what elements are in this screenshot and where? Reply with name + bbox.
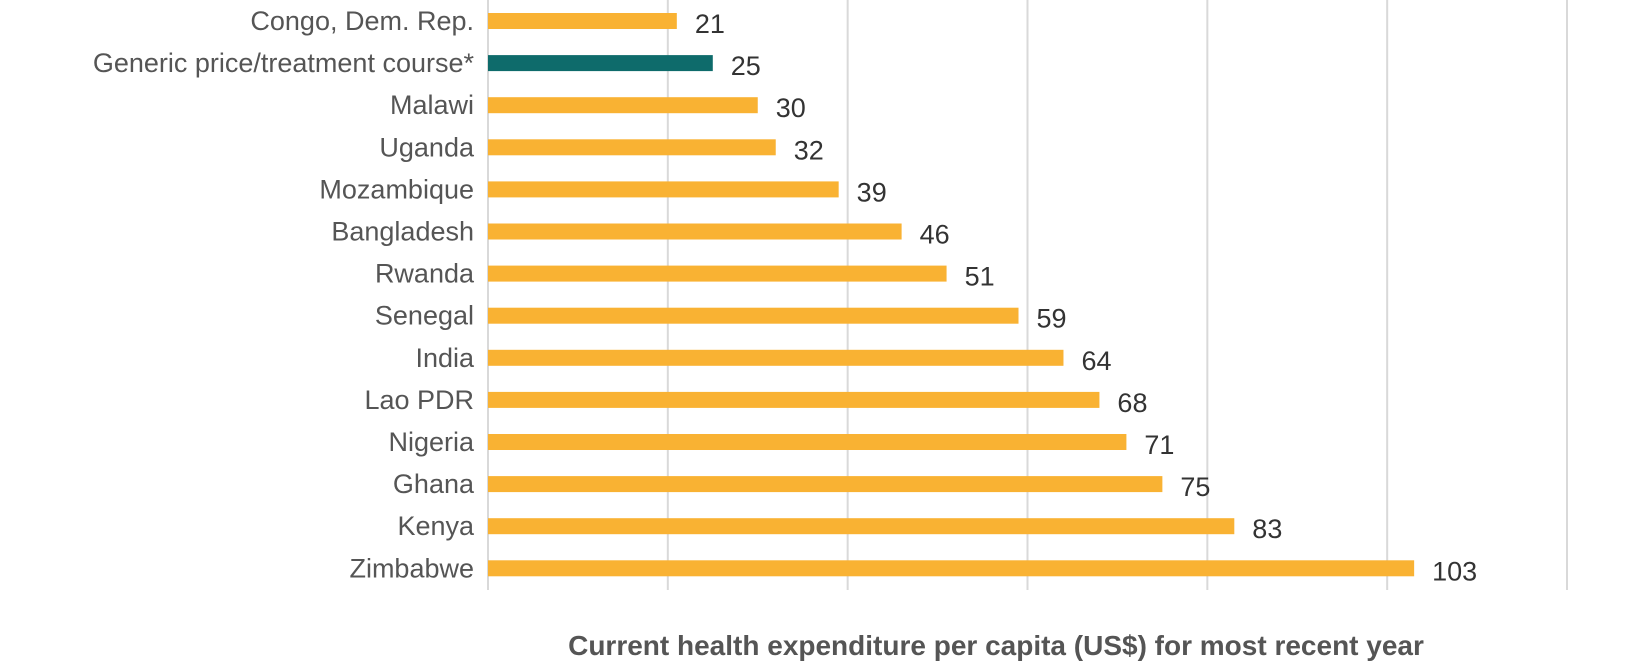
bar	[488, 265, 947, 282]
gridlines	[487, 0, 1568, 590]
data-label: 46	[920, 220, 950, 250]
category-label: Generic price/treatment course*	[93, 48, 475, 78]
bar	[488, 13, 677, 29]
data-label: 32	[794, 135, 824, 165]
category-labels: Congo, Dem. Rep. Generic price/treatment …	[93, 6, 475, 583]
data-label: 103	[1432, 556, 1477, 586]
data-label: 25	[731, 51, 761, 81]
bar	[488, 349, 1064, 366]
data-label: 68	[1117, 388, 1147, 418]
category-label: Malawi	[390, 90, 474, 120]
data-label: 30	[776, 93, 806, 123]
category-label: Kenya	[397, 511, 475, 541]
bar	[488, 434, 1127, 450]
bars	[488, 13, 1415, 577]
category-label: Nigeria	[388, 427, 475, 457]
data-label: 71	[1144, 430, 1174, 460]
category-label: India	[415, 343, 475, 373]
data-label: 59	[1037, 304, 1067, 334]
bar	[488, 97, 758, 114]
bar	[488, 391, 1100, 408]
category-label: Zimbabwe	[349, 553, 474, 583]
category-label: Ghana	[393, 469, 475, 499]
data-label: 75	[1180, 472, 1210, 502]
data-label: 21	[695, 9, 725, 39]
category-label: Congo, Dem. Rep.	[250, 6, 474, 36]
x-axis-title: Current health expenditure per capita (U…	[568, 630, 1424, 661]
bar	[488, 560, 1415, 577]
bar	[488, 476, 1163, 493]
category-label: Lao PDR	[364, 385, 474, 415]
data-label: 39	[857, 177, 887, 207]
data-label: 83	[1252, 514, 1282, 544]
category-label: Bangladesh	[331, 217, 474, 247]
bar	[488, 139, 776, 156]
category-label: Senegal	[375, 301, 474, 331]
data-label: 64	[1081, 346, 1111, 376]
bar	[488, 307, 1019, 324]
category-label: Mozambique	[319, 174, 474, 204]
bar	[488, 181, 839, 198]
category-label: Uganda	[379, 132, 475, 162]
bar	[488, 518, 1235, 535]
data-label: 51	[965, 262, 995, 292]
bar	[488, 55, 713, 72]
bar	[488, 223, 902, 240]
category-label: Rwanda	[375, 259, 475, 289]
